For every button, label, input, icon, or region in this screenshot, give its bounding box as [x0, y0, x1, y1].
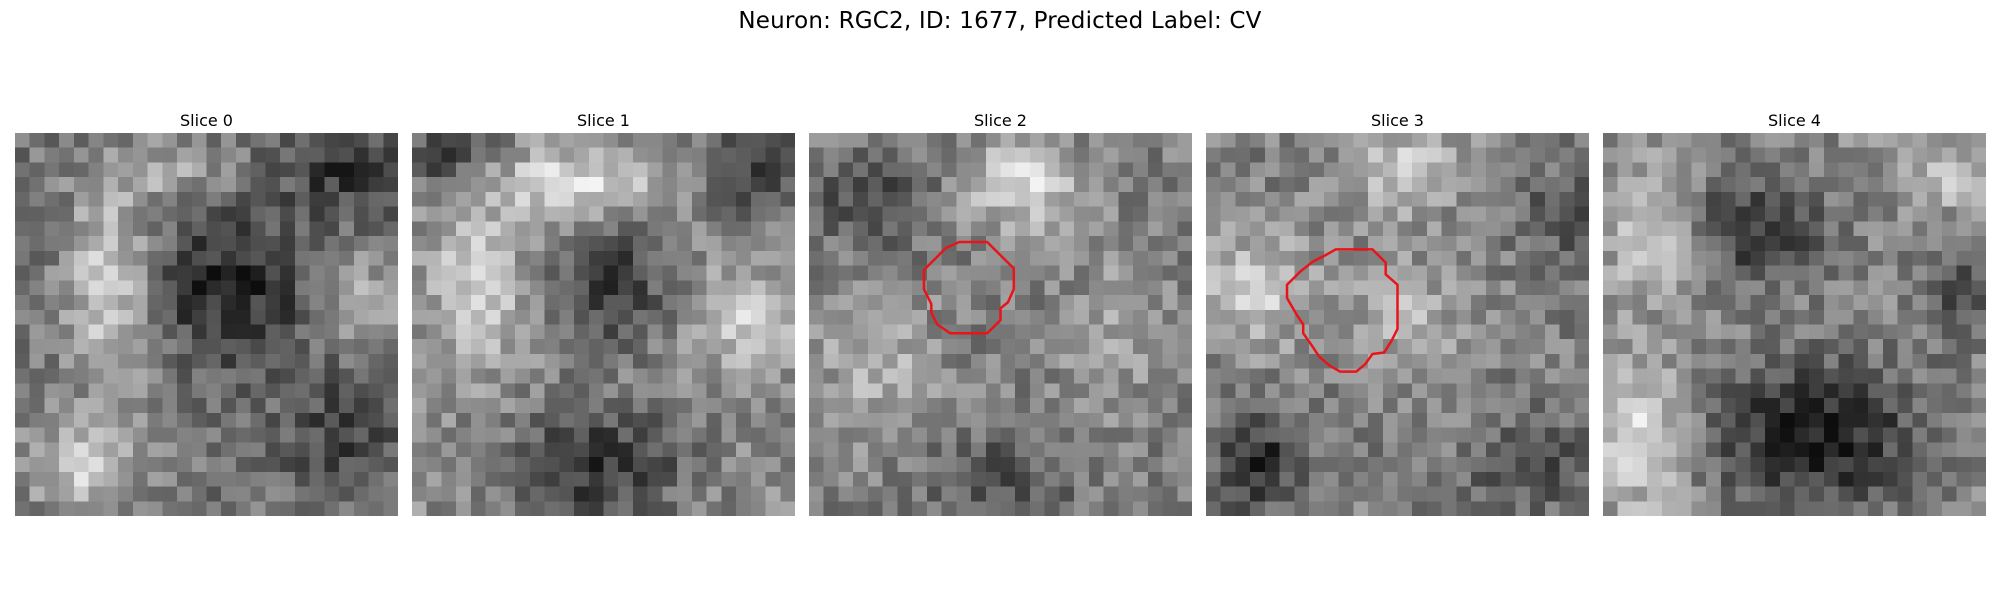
slice-title: Slice 3 — [1371, 111, 1424, 130]
slice-panel-2: Slice 2 — [809, 109, 1192, 516]
slice-image — [809, 133, 1192, 516]
slice-title: Slice 4 — [1768, 111, 1821, 130]
micrograph-pixels — [1603, 133, 1986, 516]
slice-panel-3: Slice 3 — [1206, 109, 1589, 516]
slice-title: Slice 0 — [180, 111, 233, 130]
slice-image — [1206, 133, 1589, 516]
slice-image — [412, 133, 795, 516]
cell-contour — [1285, 248, 1399, 373]
slice-image — [15, 133, 398, 516]
micrograph-pixels — [412, 133, 795, 516]
micrograph-pixels — [15, 133, 398, 516]
slice-panel-4: Slice 4 — [1603, 109, 1986, 516]
micrograph-pixels — [809, 133, 1192, 516]
slice-panel-1: Slice 1 — [412, 109, 795, 516]
figure-title: Neuron: RGC2, ID: 1677, Predicted Label:… — [738, 8, 1262, 34]
slice-title: Slice 2 — [974, 111, 1027, 130]
slice-image — [1603, 133, 1986, 516]
micrograph-pixels — [1206, 133, 1589, 516]
slice-title: Slice 1 — [577, 111, 630, 130]
cell-contour — [922, 240, 1016, 335]
slice-panel-0: Slice 0 — [15, 109, 398, 516]
